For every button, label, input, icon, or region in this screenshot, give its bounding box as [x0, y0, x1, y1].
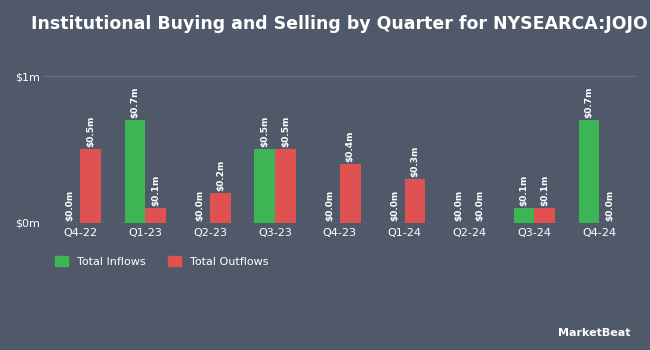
- Text: $0.1m: $0.1m: [151, 175, 160, 206]
- Bar: [275, 149, 296, 223]
- Text: $0.3m: $0.3m: [411, 145, 420, 176]
- Text: $0.0m: $0.0m: [455, 189, 463, 220]
- Text: $0.7m: $0.7m: [584, 86, 593, 118]
- Text: $0.2m: $0.2m: [216, 160, 225, 191]
- Text: $0.0m: $0.0m: [325, 189, 334, 220]
- Title: Institutional Buying and Selling by Quarter for NYSEARCA:JOJO: Institutional Buying and Selling by Quar…: [31, 15, 648, 33]
- Bar: [81, 149, 101, 223]
- Bar: [210, 194, 231, 223]
- Text: $0.5m: $0.5m: [86, 116, 96, 147]
- Bar: [534, 208, 555, 223]
- Text: $0.1m: $0.1m: [519, 175, 528, 206]
- Text: $0.0m: $0.0m: [605, 189, 614, 220]
- Bar: [514, 208, 534, 223]
- Legend: Total Inflows, Total Outflows: Total Inflows, Total Outflows: [50, 252, 273, 271]
- Text: $0.0m: $0.0m: [475, 189, 484, 220]
- Bar: [578, 120, 599, 223]
- Text: $0.0m: $0.0m: [195, 189, 204, 220]
- Bar: [125, 120, 146, 223]
- Text: $0.0m: $0.0m: [66, 189, 75, 220]
- Text: $0.0m: $0.0m: [390, 189, 399, 220]
- Text: $0.5m: $0.5m: [260, 116, 269, 147]
- Text: $0.7m: $0.7m: [131, 86, 139, 118]
- Text: $0.1m: $0.1m: [540, 175, 549, 206]
- Text: $0.4m: $0.4m: [346, 131, 355, 162]
- Text: MarketBeat: MarketBeat: [558, 328, 630, 338]
- Bar: [254, 149, 275, 223]
- Bar: [146, 208, 166, 223]
- Bar: [405, 179, 426, 223]
- Bar: [340, 164, 361, 223]
- Text: $0.5m: $0.5m: [281, 116, 290, 147]
